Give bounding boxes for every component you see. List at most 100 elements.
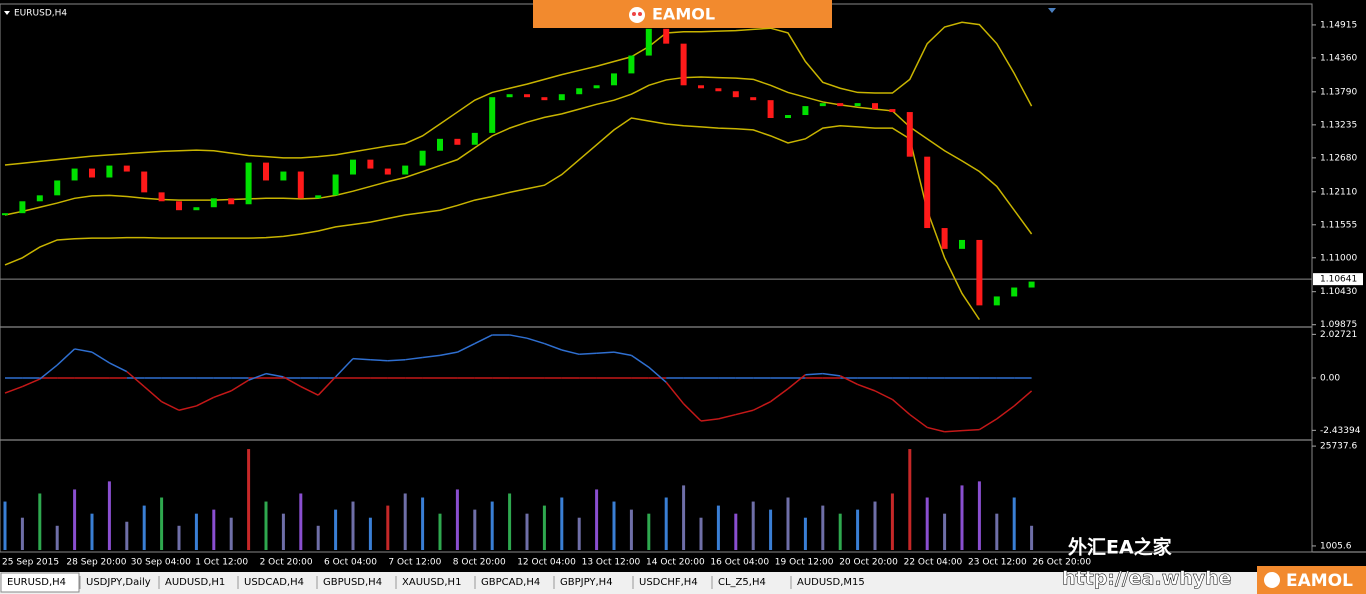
volume-tick-label: 25737.6 — [1320, 442, 1357, 452]
volume-bar — [525, 513, 529, 550]
volume-bar — [542, 505, 546, 550]
symbol-label: EURUSD,H4 — [14, 9, 67, 19]
scroll-marker — [1048, 8, 1056, 13]
volume-bar — [38, 493, 42, 550]
volume-bar — [90, 513, 94, 550]
tab-label: CL_Z5,H4 — [718, 577, 766, 588]
volume-bar — [247, 449, 251, 550]
candle — [123, 165, 130, 172]
tab[interactable]: USDCHF,H4 — [632, 573, 711, 592]
tab-background — [554, 573, 632, 592]
volume-bar — [142, 505, 146, 550]
volume-bar — [577, 517, 581, 550]
price-tick-label: 1.13790 — [1320, 87, 1357, 97]
tab[interactable]: USDCAD,H4 — [237, 573, 316, 592]
candle — [141, 171, 148, 193]
volume-bar — [925, 497, 929, 550]
top-logo-box — [533, 0, 832, 28]
tab[interactable]: CL_Z5,H4 — [711, 573, 790, 592]
volume-bar — [473, 509, 477, 550]
candle — [332, 174, 339, 196]
candle — [941, 228, 948, 249]
volume-bar — [438, 513, 442, 550]
volume-bar — [734, 513, 738, 550]
candle — [802, 106, 809, 116]
tab-label: GBPJPY,H4 — [560, 577, 613, 588]
osc-line — [630, 354, 650, 368]
price-tick-label: 1.09875 — [1320, 320, 1357, 330]
volume-bar — [386, 505, 390, 550]
tab-label: USDJPY,Daily — [86, 577, 151, 588]
volume-bar — [647, 513, 651, 550]
tab[interactable]: GBPUSD,H4 — [316, 573, 395, 592]
bottom-logo-text: EAMOL — [1286, 571, 1353, 591]
osc-line — [317, 376, 337, 396]
osc-line — [857, 383, 876, 392]
tabs: EURUSD,H4 USDJPY,Daily AUDUSD,H1 USDCAD,H4 G… — [0, 572, 869, 593]
tab[interactable]: EURUSD,H4 — [0, 572, 80, 593]
tab[interactable]: GBPJPY,H4 — [553, 573, 632, 592]
volume-bar — [3, 501, 7, 550]
osc-line — [352, 357, 371, 361]
osc-line — [405, 356, 423, 361]
volume-bar — [229, 517, 233, 550]
candle — [715, 88, 722, 92]
tab-background — [0, 572, 80, 593]
tab[interactable]: XAUUSD,H1 — [395, 573, 474, 592]
candle — [402, 165, 409, 175]
osc-line — [596, 351, 615, 354]
candle — [263, 162, 269, 181]
tab[interactable]: USDJPY,Daily — [79, 573, 158, 592]
time-label: 8 Oct 20:00 — [453, 558, 506, 568]
osc-line — [335, 358, 354, 378]
time-label: 22 Oct 04:00 — [904, 558, 963, 568]
logo-eye — [632, 12, 636, 16]
osc-line — [909, 413, 928, 429]
osc-line — [143, 386, 163, 403]
candle — [1011, 287, 1018, 297]
candle — [976, 239, 983, 306]
candle — [89, 168, 95, 178]
tab[interactable]: AUDUSD,M15 — [790, 573, 869, 592]
candle — [680, 43, 687, 86]
candle — [767, 100, 774, 119]
candle — [993, 296, 1000, 306]
volume-bar — [177, 525, 181, 550]
osc-line — [1013, 390, 1033, 407]
osc-line — [526, 337, 545, 345]
candle — [489, 97, 496, 133]
osc-line — [300, 385, 319, 396]
candle — [750, 97, 757, 101]
candle — [454, 138, 461, 145]
tab-label: GBPCAD,H4 — [481, 577, 540, 588]
tab[interactable]: AUDUSD,H1 — [158, 573, 237, 592]
candle — [280, 171, 287, 181]
volume-bar — [629, 509, 633, 550]
osc-line — [874, 390, 893, 401]
candle — [732, 91, 739, 98]
osc-line — [683, 403, 702, 422]
menu-arrow — [4, 11, 10, 15]
volume-bar — [281, 513, 285, 550]
osc-line — [979, 418, 998, 431]
volume-bar — [977, 481, 981, 550]
volume-tick-label: 1005.6 — [1320, 541, 1352, 551]
tab-background — [80, 573, 158, 592]
time-label: 6 Oct 04:00 — [324, 558, 377, 568]
candle — [36, 195, 43, 202]
osc-line — [787, 374, 806, 390]
tab-background — [159, 573, 237, 592]
osc-line — [752, 400, 771, 411]
candle — [611, 73, 617, 86]
osc-line — [39, 364, 58, 380]
time-label: 1 Oct 12:00 — [195, 558, 248, 568]
osc-line — [648, 366, 667, 383]
volume-bar — [20, 517, 24, 550]
volume-bar — [403, 493, 407, 550]
volume-bar — [612, 501, 616, 550]
osc-line — [178, 405, 197, 411]
volume-bar — [786, 497, 790, 550]
osc-line — [770, 388, 789, 403]
tab[interactable]: GBPCAD,H4 — [474, 573, 553, 592]
volume-bar — [699, 517, 703, 550]
